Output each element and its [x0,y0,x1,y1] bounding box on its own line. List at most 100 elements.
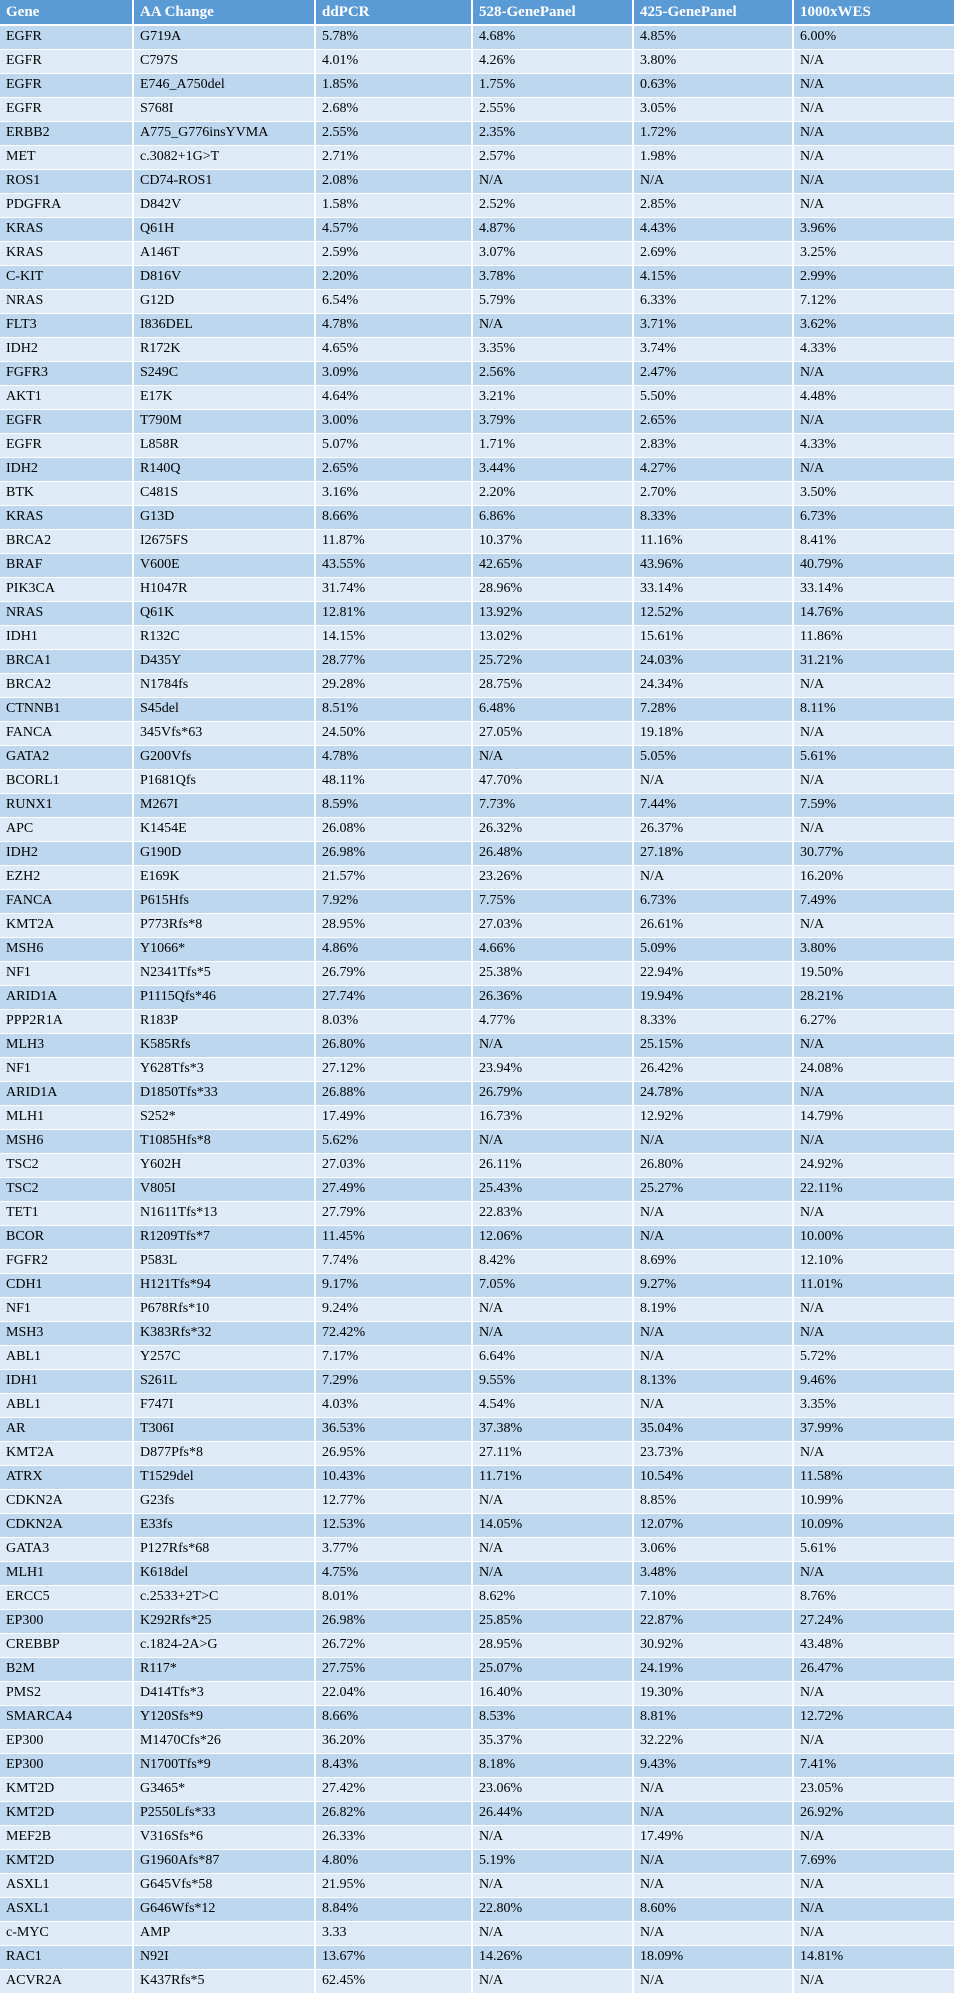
cell-aa-change: G13D [133,505,316,530]
cell-425-genepanel: 26.42% [633,1057,794,1082]
cell-425-genepanel: 6.73% [633,889,794,914]
cell-528-genepanel: 35.37% [472,1729,634,1754]
cell-425-genepanel: 4.15% [633,265,794,290]
cell-528-genepanel: 10.37% [472,529,634,554]
cell-ddpcr: 2.68% [315,97,473,122]
cell-gene: PDGFRA [0,193,134,218]
cell-1000xwes: 16.20% [793,865,954,890]
table-row: KMT2D G3465* 27.42% 23.06% N/A 23.05% [0,1777,954,1802]
cell-aa-change: L858R [133,433,316,458]
cell-1000xwes: N/A [793,361,954,386]
cell-gene: KMT2D [0,1801,134,1826]
cell-528-genepanel: 26.11% [472,1153,634,1178]
cell-aa-change: D877Pfs*8 [133,1441,316,1466]
cell-ddpcr: 17.49% [315,1105,473,1130]
cell-aa-change: R1209Tfs*7 [133,1225,316,1250]
cell-ddpcr: 7.17% [315,1345,473,1370]
cell-aa-change: D842V [133,193,316,218]
cell-ddpcr: 3.33 [315,1921,473,1946]
table-row: C-KIT D816V 2.20% 3.78% 4.15% 2.99% [0,265,954,290]
cell-ddpcr: 8.03% [315,1009,473,1034]
cell-ddpcr: 8.59% [315,793,473,818]
cell-aa-change: S252* [133,1105,316,1130]
cell-aa-change: T1529del [133,1465,316,1490]
cell-ddpcr: 27.75% [315,1657,473,1682]
cell-425-genepanel: 4.85% [633,25,794,50]
cell-1000xwes: 26.92% [793,1801,954,1826]
table-row: FGFR2 P583L 7.74% 8.42% 8.69% 12.10% [0,1249,954,1274]
cell-gene: EGFR [0,73,134,98]
cell-1000xwes: N/A [793,1873,954,1898]
table-row: BCORL1 P1681Qfs 48.11% 47.70% N/A N/A [0,769,954,794]
cell-528-genepanel: 4.87% [472,217,634,242]
cell-aa-change: CD74-ROS1 [133,169,316,194]
cell-ddpcr: 6.54% [315,289,473,314]
cell-aa-change: R172K [133,337,316,362]
table-row: ROS1 CD74-ROS1 2.08% N/A N/A N/A [0,169,954,194]
cell-aa-change: K292Rfs*25 [133,1609,316,1634]
cell-ddpcr: 4.80% [315,1849,473,1874]
cell-425-genepanel: N/A [633,865,794,890]
cell-ddpcr: 27.74% [315,985,473,1010]
cell-gene: BRCA2 [0,529,134,554]
cell-gene: IDH1 [0,1369,134,1394]
table-row: AKT1 E17K 4.64% 3.21% 5.50% 4.48% [0,385,954,410]
table-row: APC K1454E 26.08% 26.32% 26.37% N/A [0,817,954,842]
cell-aa-change: c.1824-2A>G [133,1633,316,1658]
cell-528-genepanel: 26.36% [472,985,634,1010]
cell-aa-change: A775_G776insYVMA [133,121,316,146]
cell-528-genepanel: 26.48% [472,841,634,866]
cell-aa-change: P1681Qfs [133,769,316,794]
cell-425-genepanel: 19.18% [633,721,794,746]
cell-gene: BTK [0,481,134,506]
cell-aa-change: D1850Tfs*33 [133,1081,316,1106]
cell-aa-change: H1047R [133,577,316,602]
cell-528-genepanel: N/A [472,1489,634,1514]
cell-aa-change: P678Rfs*10 [133,1297,316,1322]
cell-1000xwes: 9.46% [793,1369,954,1394]
cell-528-genepanel: 25.38% [472,961,634,986]
table-row: FGFR3 S249C 3.09% 2.56% 2.47% N/A [0,361,954,386]
table-body: EGFR G719A 5.78% 4.68% 4.85% 6.00% EGFR C797S 4.… [0,25,954,1994]
cell-gene: FGFR2 [0,1249,134,1274]
cell-425-genepanel: 25.15% [633,1033,794,1058]
cell-528-genepanel: 16.73% [472,1105,634,1130]
cell-528-genepanel: 26.32% [472,817,634,842]
table-row: EP300 N1700Tfs*9 8.43% 8.18% 9.43% 7.41% [0,1753,954,1778]
cell-ddpcr: 26.82% [315,1801,473,1826]
cell-1000xwes: N/A [793,49,954,74]
column-header-ddpcr: ddPCR [315,0,473,26]
cell-425-genepanel: 26.61% [633,913,794,938]
cell-ddpcr: 12.77% [315,1489,473,1514]
cell-aa-change: 345Vfs*63 [133,721,316,746]
cell-gene: SMARCA4 [0,1705,134,1730]
cell-aa-change: G23fs [133,1489,316,1514]
table-row: BTK C481S 3.16% 2.20% 2.70% 3.50% [0,481,954,506]
cell-1000xwes: 11.86% [793,625,954,650]
cell-aa-change: G190D [133,841,316,866]
table-row: CTNNB1 S45del 8.51% 6.48% 7.28% 8.11% [0,697,954,722]
cell-425-genepanel: 11.16% [633,529,794,554]
cell-1000xwes: N/A [793,769,954,794]
cell-gene: BRAF [0,553,134,578]
cell-528-genepanel: 3.07% [472,241,634,266]
cell-gene: MLH1 [0,1105,134,1130]
cell-528-genepanel: 14.26% [472,1945,634,1970]
cell-aa-change: A146T [133,241,316,266]
cell-528-genepanel: 3.21% [472,385,634,410]
cell-gene: ABL1 [0,1345,134,1370]
cell-ddpcr: 27.42% [315,1777,473,1802]
cell-1000xwes: 10.99% [793,1489,954,1514]
cell-gene: ASXL1 [0,1897,134,1922]
column-header-gene: Gene [0,0,134,26]
cell-528-genepanel: 3.44% [472,457,634,482]
table-row: MLH3 K585Rfs 26.80% N/A 25.15% N/A [0,1033,954,1058]
cell-528-genepanel: N/A [472,1321,634,1346]
cell-ddpcr: 2.71% [315,145,473,170]
cell-1000xwes: 7.59% [793,793,954,818]
table-row: PIK3CA H1047R 31.74% 28.96% 33.14% 33.14% [0,577,954,602]
cell-528-genepanel: N/A [472,745,634,770]
cell-ddpcr: 12.81% [315,601,473,626]
cell-ddpcr: 27.03% [315,1153,473,1178]
cell-aa-change: G645Vfs*58 [133,1873,316,1898]
